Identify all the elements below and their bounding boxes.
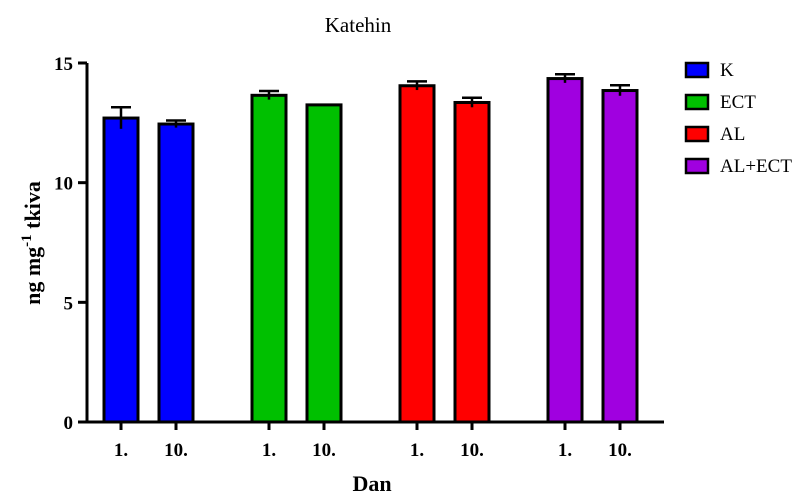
bar-k-day-1	[102, 116, 140, 424]
y-tick-label: 15	[54, 54, 73, 75]
x-axis-label: Dan	[352, 471, 391, 493]
legend-swatch	[684, 93, 710, 111]
legend-swatch	[684, 157, 710, 175]
chart-title: Katehin	[325, 13, 392, 37]
legend-label: ECT	[720, 92, 756, 113]
x-tick-label: 10.	[164, 440, 188, 461]
y-axis-label-suffix: tkiva	[20, 181, 45, 234]
legend: K ECT AL AL+ECT	[684, 60, 792, 177]
x-tick-label: 10.	[608, 440, 632, 461]
bar-al-ect-day-1	[546, 77, 584, 424]
legend-swatch	[684, 125, 710, 143]
bar-al-day-1	[398, 84, 436, 424]
bar-ect-day-1	[250, 93, 288, 424]
y-tick-label: 0	[64, 413, 74, 434]
legend-label: AL	[720, 124, 745, 145]
x-tick-label: 1.	[114, 440, 128, 461]
x-tick-label: 1.	[410, 440, 424, 461]
legend-label: AL+ECT	[720, 156, 792, 177]
x-tick-label: 10.	[460, 440, 484, 461]
plot-area: 1. 10. 1. 10. 1. 10. 1. 10. 0 5 10 15	[54, 54, 664, 461]
y-axis-label: ng mg-1 tkiva	[19, 181, 45, 305]
bar-ect-day-10	[305, 103, 343, 424]
bar-al-ect-day-10	[601, 89, 639, 424]
bar-al-day-10	[453, 100, 491, 424]
legend-swatch	[684, 61, 710, 79]
x-tick-label: 1.	[558, 440, 572, 461]
bar-k-day-10	[157, 122, 195, 424]
y-tick-label: 5	[64, 293, 74, 314]
y-axis-label-superscript: -1	[19, 234, 35, 247]
x-tick-label: 1.	[262, 440, 276, 461]
legend-label: K	[720, 60, 734, 81]
x-tick-label: 10.	[312, 440, 336, 461]
y-tick-label: 10	[54, 174, 73, 195]
